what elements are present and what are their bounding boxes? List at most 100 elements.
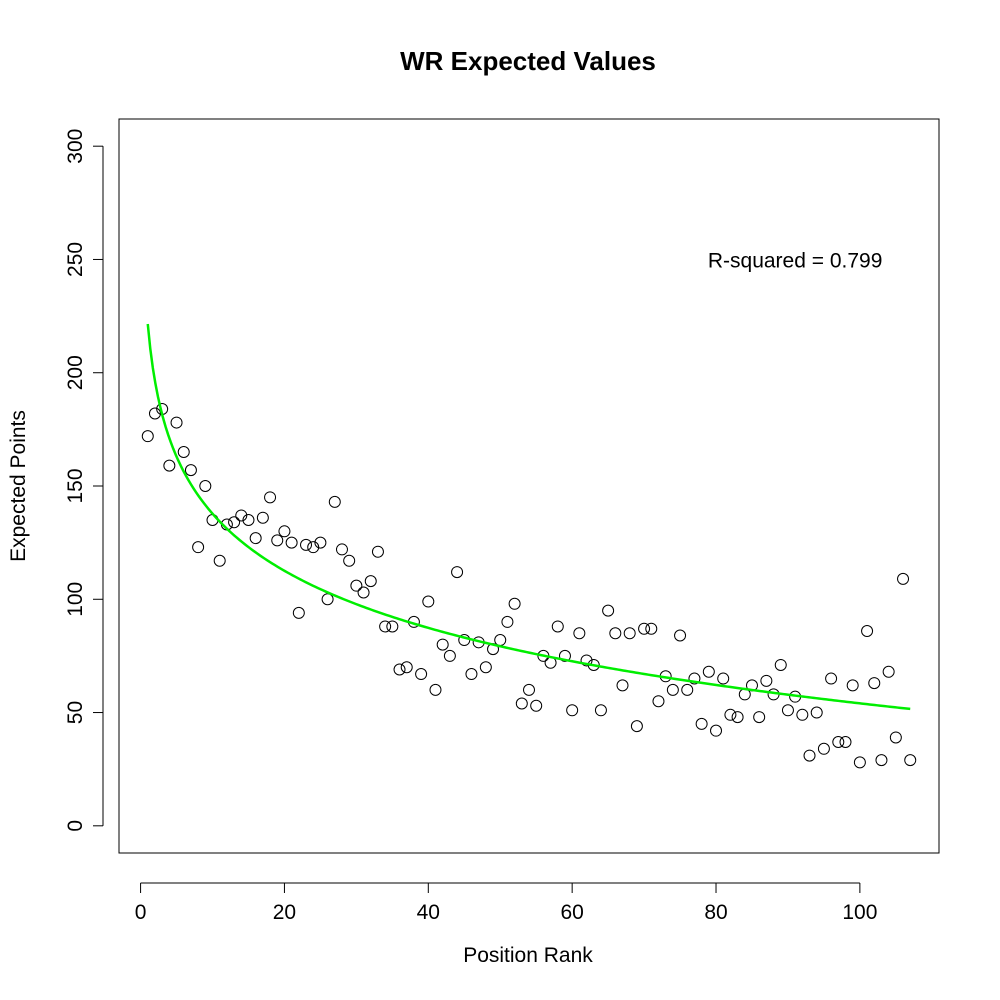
data-point bbox=[292, 606, 305, 619]
data-point bbox=[695, 717, 708, 730]
data-point bbox=[285, 536, 298, 549]
data-point bbox=[580, 654, 593, 667]
data-point bbox=[803, 749, 816, 762]
y-tick-label: 50 bbox=[64, 701, 87, 724]
x-tick-label: 60 bbox=[560, 901, 583, 924]
x-tick-label: 0 bbox=[135, 901, 147, 924]
data-point bbox=[717, 672, 730, 685]
data-point bbox=[148, 407, 161, 420]
fit-curve bbox=[146, 323, 911, 711]
data-point bbox=[415, 668, 428, 681]
x-tick-label: 40 bbox=[417, 901, 440, 924]
data-point bbox=[810, 706, 823, 719]
data-points bbox=[141, 402, 917, 769]
y-axis-label: Expected Points bbox=[7, 410, 30, 562]
data-point bbox=[638, 622, 651, 635]
data-point bbox=[645, 622, 658, 635]
data-point bbox=[177, 446, 190, 459]
data-point bbox=[235, 509, 248, 522]
x-axis-label: Position Rank bbox=[463, 944, 593, 967]
data-point bbox=[681, 683, 694, 696]
data-point bbox=[321, 593, 334, 606]
data-point bbox=[558, 649, 571, 662]
data-point bbox=[515, 697, 528, 710]
y-tick-label: 250 bbox=[64, 242, 87, 277]
data-point bbox=[688, 672, 701, 685]
data-point bbox=[652, 695, 665, 708]
x-axis: 0 20 40 60 80 100 bbox=[135, 882, 877, 924]
chart-title: WR Expected Values bbox=[400, 46, 656, 76]
data-point bbox=[494, 634, 507, 647]
data-point bbox=[839, 735, 852, 748]
data-point bbox=[228, 516, 241, 529]
data-point bbox=[451, 566, 464, 579]
x-tick-label: 100 bbox=[842, 901, 877, 924]
data-point bbox=[846, 679, 859, 692]
data-point bbox=[825, 672, 838, 685]
y-tick-label: 300 bbox=[64, 129, 87, 164]
data-point bbox=[256, 511, 269, 524]
y-tick-label: 150 bbox=[64, 468, 87, 503]
data-point bbox=[393, 663, 406, 676]
data-point bbox=[213, 554, 226, 567]
data-point bbox=[630, 720, 643, 733]
data-point bbox=[343, 554, 356, 567]
data-point bbox=[616, 679, 629, 692]
data-point bbox=[328, 495, 341, 508]
data-point bbox=[170, 416, 183, 429]
data-point bbox=[875, 754, 888, 767]
data-point bbox=[422, 595, 435, 608]
data-point bbox=[774, 658, 787, 671]
data-point bbox=[249, 532, 262, 545]
data-point bbox=[357, 586, 370, 599]
data-point bbox=[889, 731, 902, 744]
data-point bbox=[551, 620, 564, 633]
data-point bbox=[882, 665, 895, 678]
data-point bbox=[429, 683, 442, 696]
data-point bbox=[242, 513, 255, 526]
data-point bbox=[271, 534, 284, 547]
data-point bbox=[400, 661, 413, 674]
data-point bbox=[508, 597, 521, 610]
data-point bbox=[566, 704, 579, 717]
data-point bbox=[264, 491, 277, 504]
data-point bbox=[501, 615, 514, 628]
data-point bbox=[594, 704, 607, 717]
data-point bbox=[724, 708, 737, 721]
data-point bbox=[386, 620, 399, 633]
data-point bbox=[523, 683, 535, 696]
data-point bbox=[904, 754, 917, 767]
data-point bbox=[853, 756, 866, 769]
data-point bbox=[307, 541, 320, 554]
data-point bbox=[314, 536, 327, 549]
y-tick-label: 0 bbox=[64, 820, 87, 832]
data-point bbox=[364, 575, 377, 588]
data-point bbox=[530, 699, 543, 712]
data-point bbox=[465, 668, 478, 681]
y-axis: 0 50 100 150 200 250 300 bbox=[64, 129, 104, 832]
data-point bbox=[192, 541, 205, 554]
data-point bbox=[753, 711, 766, 724]
data-point bbox=[897, 572, 910, 585]
data-point bbox=[674, 629, 687, 642]
data-point bbox=[163, 459, 176, 472]
data-point bbox=[602, 604, 615, 617]
data-point bbox=[609, 627, 622, 640]
data-point bbox=[623, 627, 636, 640]
data-point bbox=[479, 661, 492, 674]
x-tick-label: 80 bbox=[704, 901, 727, 924]
data-point bbox=[443, 649, 456, 662]
data-point bbox=[817, 742, 830, 755]
data-point bbox=[371, 545, 384, 558]
data-point bbox=[702, 665, 715, 678]
data-point bbox=[350, 579, 363, 592]
data-point bbox=[666, 683, 679, 696]
data-point bbox=[184, 464, 197, 477]
data-point bbox=[278, 525, 291, 538]
data-point bbox=[436, 638, 449, 651]
data-point bbox=[832, 735, 845, 748]
x-tick-label: 20 bbox=[273, 901, 296, 924]
data-point bbox=[781, 704, 794, 717]
data-point bbox=[731, 711, 744, 724]
